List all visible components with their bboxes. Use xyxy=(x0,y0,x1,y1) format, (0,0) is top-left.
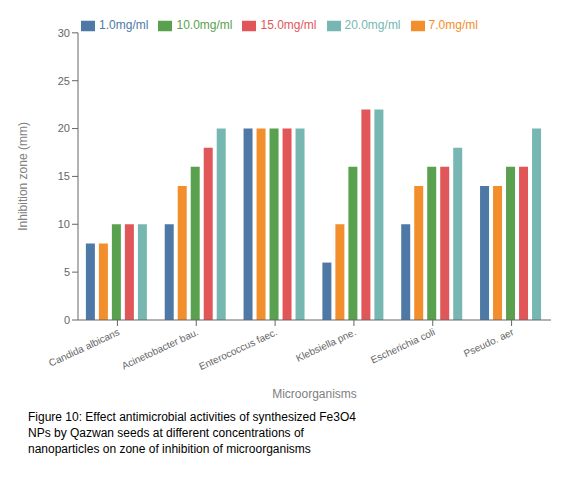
svg-text:25: 25 xyxy=(58,75,70,87)
svg-text:Escherichia coli: Escherichia coli xyxy=(369,326,437,365)
svg-text:20: 20 xyxy=(58,122,70,134)
svg-text:Acinetobacter bau.: Acinetobacter bau. xyxy=(120,326,200,371)
svg-text:Inhibition zone (mm): Inhibition zone (mm) xyxy=(16,122,30,231)
svg-text:15: 15 xyxy=(58,170,70,182)
svg-text:30: 30 xyxy=(58,27,70,39)
html-text:1.0mg/ml: 1.0mg/ml xyxy=(99,18,149,32)
html-text:nanoparticles on zone of inhib: nanoparticles on zone of inhibition of m… xyxy=(28,442,311,456)
svg-text:10: 10 xyxy=(58,218,70,230)
html-text:7.0mg/ml: 7.0mg/ml xyxy=(428,18,478,32)
svg-text:Pseudo. aer: Pseudo. aer xyxy=(462,326,516,359)
html-text:15.0mg/ml: 15.0mg/ml xyxy=(260,18,317,32)
svg-text:Klebsiella pne.: Klebsiella pne. xyxy=(294,326,358,363)
svg-text:0: 0 xyxy=(64,314,70,326)
html-text:NPs by Qazwan seeds at differe: NPs by Qazwan seeds at different concent… xyxy=(28,426,304,440)
svg-text:5: 5 xyxy=(64,266,70,278)
html-text:Figure 10: Effect antimicrobia: Figure 10: Effect antimicrobial activiti… xyxy=(28,410,356,424)
svg-text:Candida albicans: Candida albicans xyxy=(47,326,121,368)
html-text:10.0mg/ml: 10.0mg/ml xyxy=(176,18,233,32)
svg-text:Microorganisms: Microorganisms xyxy=(272,387,357,401)
svg-text:Enterococcus faec.: Enterococcus faec. xyxy=(197,326,279,372)
html-text:20.0mg/ml: 20.0mg/ml xyxy=(344,18,401,32)
